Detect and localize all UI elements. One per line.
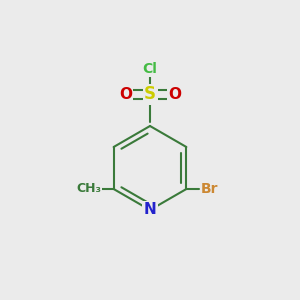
Text: N: N [144, 202, 156, 217]
Text: CH₃: CH₃ [76, 182, 101, 196]
Text: Cl: Cl [142, 62, 158, 76]
Text: S: S [144, 85, 156, 103]
Text: O: O [119, 87, 132, 102]
Text: O: O [168, 87, 181, 102]
Text: Br: Br [200, 182, 218, 196]
